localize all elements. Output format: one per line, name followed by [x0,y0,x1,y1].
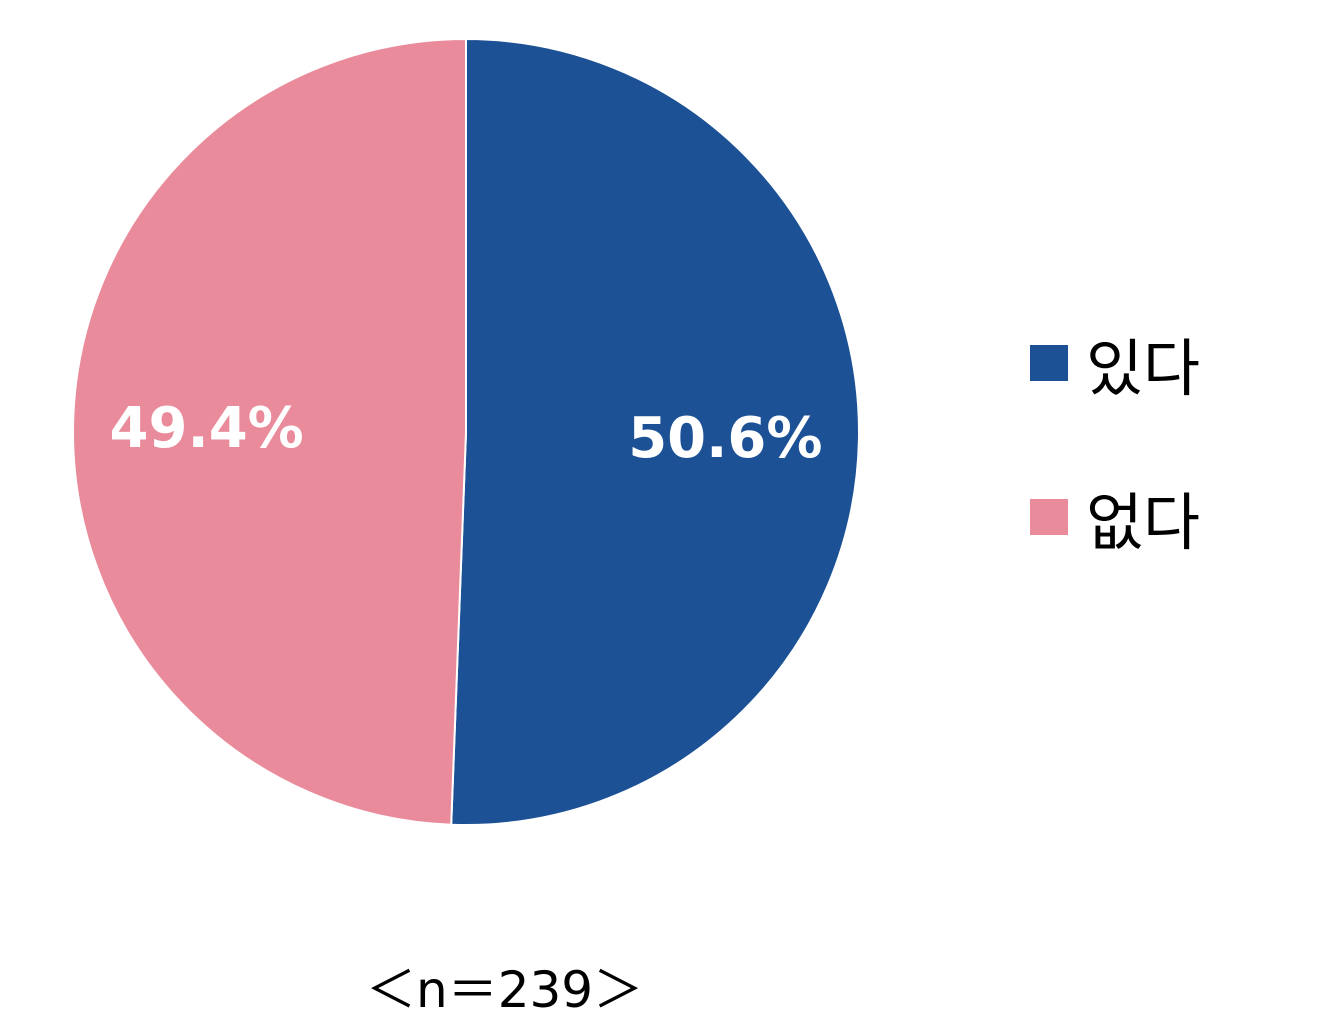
sample-size-note: ＜n＝239＞ [366,961,644,1019]
pie-slice-0 [450,37,860,826]
legend-swatch [1030,499,1068,535]
legend-item-yes: 있다 [1030,318,1200,408]
legend-label: 있다 [1086,332,1201,405]
legend-item-no: 없다 [1030,472,1200,562]
pie-slice-1 [72,37,467,826]
legend-swatch [1030,345,1068,381]
data-label: 50.6% [628,406,822,471]
legend-label: 없다 [1086,486,1201,559]
data-label: 49.4% [110,396,304,461]
